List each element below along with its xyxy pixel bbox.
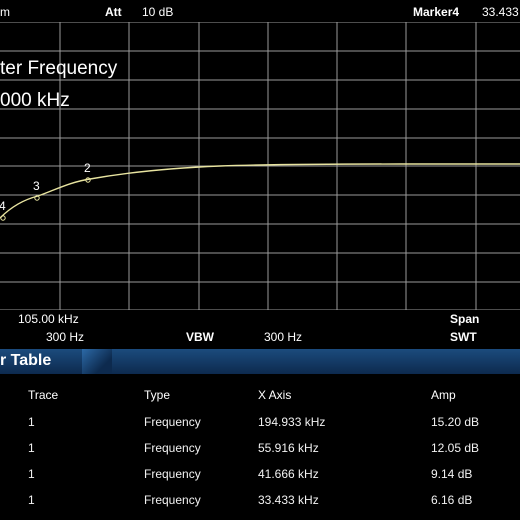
marker-table-title: r Table: [0, 352, 52, 369]
row-type: Frequency: [144, 493, 201, 507]
center-frequency-title: ter Frequency: [0, 58, 118, 79]
span-label[interactable]: Span: [450, 312, 480, 326]
marker-label: 4: [0, 199, 6, 213]
row-trace: 1: [28, 493, 35, 507]
row-type: Frequency: [144, 415, 201, 429]
attenuation-label: Att: [105, 5, 122, 19]
marker-point: [0, 215, 6, 221]
row-amp: 12.05 dB: [431, 441, 480, 455]
row-x-axis: 41.666 kHz: [258, 467, 319, 481]
spectrum-plot[interactable]: 2 3 4: [0, 22, 520, 310]
row-type: Frequency: [144, 441, 201, 455]
center-frequency-value: 000 kHz: [0, 90, 70, 111]
column-header-trace: Trace: [28, 388, 59, 402]
row-x-axis: 194.933 kHz: [258, 415, 326, 429]
plot-grid: [0, 22, 520, 310]
titlebar-tab-edge: [82, 349, 112, 374]
rbw-value: 300 Hz: [46, 330, 85, 344]
marker-table-titlebar: r Table: [0, 349, 520, 374]
vbw-label[interactable]: VBW: [186, 330, 214, 344]
marker-table: Trace Type X Axis Amp 1 Frequency 194.93…: [0, 374, 520, 520]
swt-label[interactable]: SWT: [450, 330, 477, 344]
marker-label: 3: [33, 179, 40, 193]
active-marker-value: 33.433: [482, 5, 519, 19]
column-header-amp: Amp: [431, 388, 456, 402]
marker-label: 2: [84, 161, 91, 175]
center-freq-readout: 105.00 kHz: [18, 312, 79, 326]
vbw-value: 300 Hz: [264, 330, 303, 344]
trace-line: [0, 163, 520, 219]
marker-point: [34, 195, 40, 201]
column-header-x-axis: X Axis: [258, 388, 292, 402]
status-header: m Att 10 dB Marker4 33.433: [0, 0, 520, 24]
row-trace: 1: [28, 467, 35, 481]
row-x-axis: 55.916 kHz: [258, 441, 319, 455]
marker-point: [85, 177, 91, 183]
row-amp: 15.20 dB: [431, 415, 480, 429]
row-amp: 6.16 dB: [431, 493, 473, 507]
marker-points: 2 3 4: [0, 161, 91, 221]
header-fragment: m: [0, 5, 10, 19]
row-trace: 1: [28, 415, 35, 429]
row-trace: 1: [28, 441, 35, 455]
column-header-type: Type: [144, 388, 171, 402]
row-x-axis: 33.433 kHz: [258, 493, 319, 507]
row-amp: 9.14 dB: [431, 467, 473, 481]
row-type: Frequency: [144, 467, 201, 481]
active-marker-label[interactable]: Marker4: [413, 5, 460, 19]
attenuation-value: 10 dB: [142, 5, 174, 19]
